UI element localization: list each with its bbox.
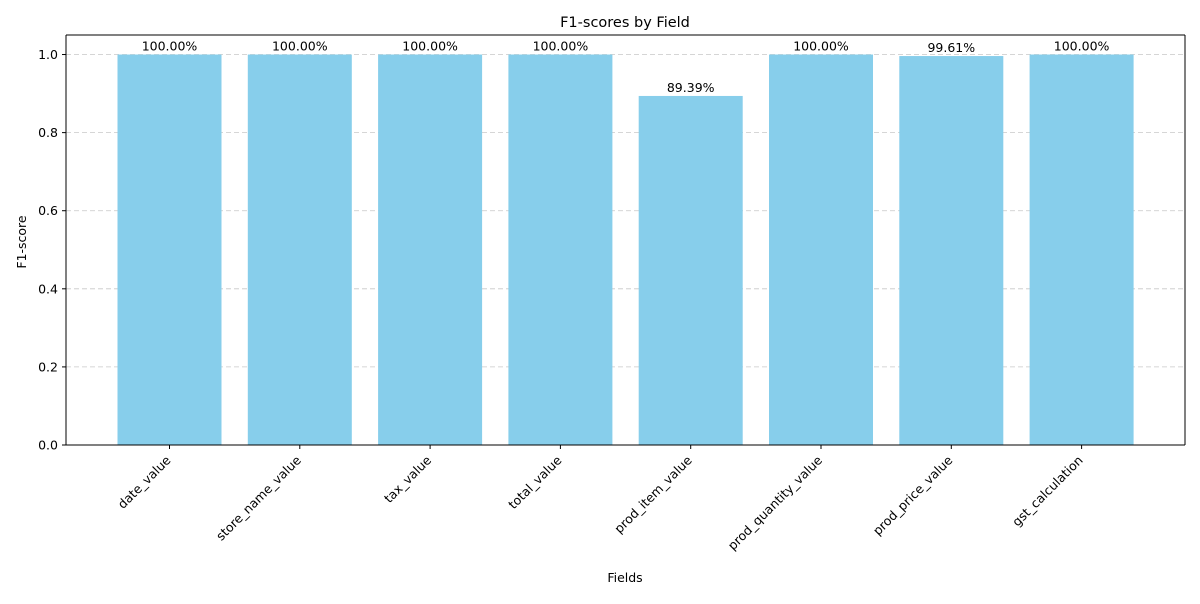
y-tick-label: 1.0 bbox=[38, 47, 58, 62]
x-ticks: date_value store_name_value tax_value total… bbox=[115, 445, 1086, 553]
gridlines bbox=[66, 54, 1185, 446]
y-tick-label: 0.0 bbox=[38, 438, 58, 453]
x-tick-label: prod_price_value bbox=[870, 452, 956, 538]
x-tick-label: tax_value bbox=[381, 452, 435, 506]
chart-title: F1-scores by Field bbox=[560, 15, 690, 31]
bar bbox=[508, 54, 613, 446]
y-axis-label: F1-score bbox=[14, 215, 29, 269]
bars bbox=[117, 54, 1134, 446]
x-axis-label: Fields bbox=[607, 570, 642, 585]
y-tick-label: 0.8 bbox=[38, 125, 58, 140]
data-label: 100.00% bbox=[793, 39, 849, 54]
y-tick-label: 0.6 bbox=[38, 203, 58, 218]
data-label: 99.61% bbox=[927, 40, 975, 55]
x-tick-label: gst_calculation bbox=[1009, 453, 1086, 530]
bar bbox=[769, 54, 873, 446]
x-tick-label: prod_item_value bbox=[611, 452, 695, 536]
y-tick-label: 0.2 bbox=[38, 359, 58, 374]
bar bbox=[1029, 54, 1134, 446]
data-label: 89.39% bbox=[667, 80, 715, 95]
data-label: 100.00% bbox=[142, 39, 198, 54]
data-label: 100.00% bbox=[272, 39, 328, 54]
bar bbox=[638, 95, 743, 445]
data-labels: 100.00% 100.00% 100.00% 100.00% 89.39% 100.00… bbox=[142, 39, 1110, 95]
data-label: 100.00% bbox=[1054, 39, 1110, 54]
bar bbox=[247, 54, 352, 446]
axes bbox=[65, 34, 1186, 446]
x-tick-label: date_value bbox=[115, 452, 174, 511]
data-label: 100.00% bbox=[533, 39, 589, 54]
x-tick-label: total_value bbox=[505, 452, 565, 512]
y-tick-label: 0.4 bbox=[38, 281, 58, 296]
x-tick-label: store_name_value bbox=[213, 452, 304, 543]
bar bbox=[378, 54, 483, 446]
x-tick-label: prod_quantity_value bbox=[725, 452, 826, 553]
bar bbox=[117, 54, 222, 446]
y-ticks: 0.0 0.2 0.4 0.6 0.8 1.0 bbox=[38, 47, 66, 453]
bar bbox=[899, 56, 1004, 446]
data-label: 100.00% bbox=[402, 39, 458, 54]
